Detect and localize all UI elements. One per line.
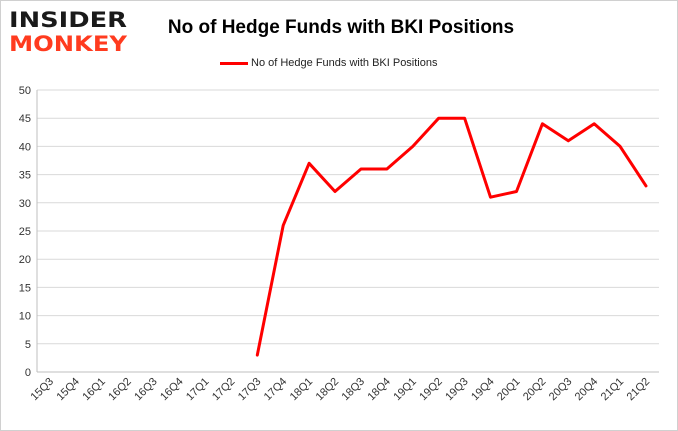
- x-tick-label: 16Q2: [106, 376, 134, 404]
- x-tick-label: 17Q1: [184, 376, 212, 404]
- x-tick-label: 19Q4: [469, 376, 497, 404]
- x-tick-label: 21Q1: [599, 376, 627, 404]
- x-tick-label: 17Q2: [210, 376, 238, 404]
- x-tick-label: 17Q3: [236, 376, 264, 404]
- x-tick-label: 15Q3: [29, 376, 57, 404]
- y-tick-label: 40: [19, 141, 31, 153]
- y-tick-label: 0: [25, 367, 31, 379]
- legend-label: No of Hedge Funds with BKI Positions: [251, 57, 438, 69]
- x-tick-label: 17Q4: [262, 376, 290, 404]
- logo-line-insider: INSIDER: [9, 8, 127, 32]
- x-tick-label: 19Q1: [391, 376, 419, 404]
- series-line: [255, 116, 648, 357]
- x-tick-label: 20Q1: [495, 376, 523, 404]
- y-tick-label: 10: [19, 311, 31, 323]
- x-tick-label: 20Q3: [547, 376, 575, 404]
- y-tick-label: 45: [19, 113, 31, 125]
- x-tick-label: 15Q4: [54, 376, 82, 404]
- logo-line-monkey: MONKEY: [9, 32, 128, 55]
- x-tick-label: 16Q1: [80, 376, 108, 404]
- y-tick-label: 35: [19, 170, 31, 182]
- legend-swatch: [220, 61, 248, 65]
- x-tick-label: 16Q4: [158, 376, 186, 404]
- x-tick-label: 18Q2: [314, 376, 342, 404]
- y-tick-label: 50: [19, 85, 31, 97]
- y-tick-label: 25: [19, 226, 31, 238]
- x-tick-label: 18Q1: [288, 376, 316, 404]
- chart-title: No of Hedge Funds with BKI Positions: [167, 17, 515, 38]
- legend: No of Hedge Funds with BKI Positions: [220, 55, 437, 71]
- x-tick-label: 18Q4: [365, 376, 393, 404]
- insider-monkey-logo: INSIDER MONKEY: [9, 8, 128, 55]
- x-tick-label: 19Q2: [417, 376, 445, 404]
- x-tick-label: 18Q3: [340, 376, 368, 404]
- x-tick-label: 19Q3: [443, 376, 471, 404]
- y-tick-label: 5: [25, 339, 31, 351]
- y-tick-label: 30: [19, 198, 31, 210]
- x-tick-label: 16Q3: [132, 376, 160, 404]
- y-tick-label: 20: [19, 254, 31, 266]
- x-tick-label: 21Q2: [625, 376, 653, 404]
- y-tick-label: 15: [19, 282, 31, 294]
- x-tick-label: 20Q2: [521, 376, 549, 404]
- x-tick-label: 20Q4: [573, 376, 601, 404]
